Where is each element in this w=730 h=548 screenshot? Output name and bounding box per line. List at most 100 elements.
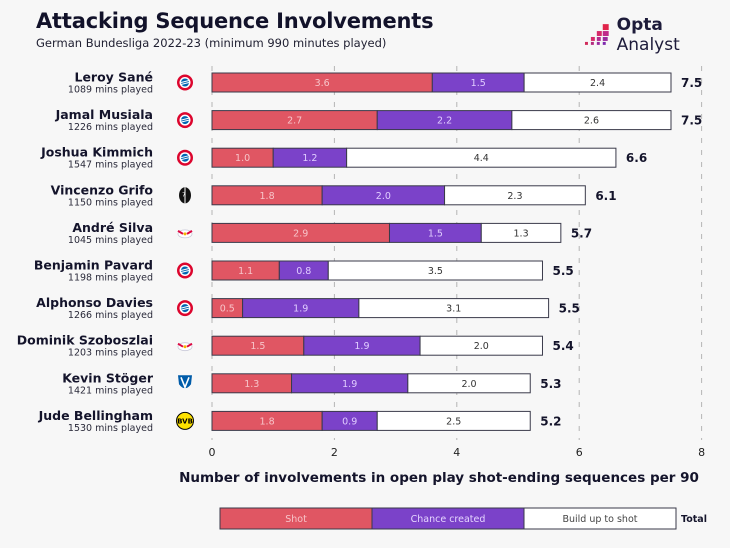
bar-label-build-up: 2.5 xyxy=(446,416,461,427)
bar-label-chance-created: 0.8 xyxy=(296,266,311,277)
svg-text:BVB: BVB xyxy=(177,417,193,425)
bayern-munich-badge-icon xyxy=(177,149,193,166)
total-label: 6.1 xyxy=(595,189,616,203)
player-minutes: 1089 mins played xyxy=(68,85,153,96)
legend-label-shot: Shot xyxy=(285,514,307,525)
bar-label-shot: 2.7 xyxy=(287,116,302,127)
player-minutes: 1530 mins played xyxy=(68,423,153,434)
bayern-munich-badge-icon xyxy=(177,262,193,279)
bayern-munich-badge-icon xyxy=(177,112,193,129)
bar-label-chance-created: 1.5 xyxy=(471,78,486,89)
rb-leipzig-badge-icon xyxy=(177,229,193,239)
bar-label-shot: 1.0 xyxy=(235,153,250,164)
bar-segment-build-up xyxy=(511,110,672,131)
total-label: 5.5 xyxy=(559,302,580,316)
x-tick-label: 6 xyxy=(576,446,583,459)
total-label: 5.4 xyxy=(552,339,573,353)
legend-label-chance-created: Chance created xyxy=(411,514,486,525)
bar-label-shot: 1.5 xyxy=(250,341,265,352)
x-tick-label: 0 xyxy=(209,446,216,459)
bar-label-chance-created: 1.9 xyxy=(342,379,357,390)
legend-label-build-up: Build up to shot xyxy=(562,514,637,525)
bar-label-build-up: 2.0 xyxy=(461,379,476,390)
player-name: André Silva xyxy=(72,220,153,235)
bar-label-chance-created: 2.2 xyxy=(437,116,452,127)
x-axis-label: Number of involvements in open play shot… xyxy=(179,470,699,486)
bar-label-build-up: 2.4 xyxy=(590,78,605,89)
bar-label-build-up: 2.6 xyxy=(584,116,599,127)
bar-label-shot: 1.3 xyxy=(244,379,259,390)
bar-label-build-up: 3.1 xyxy=(446,304,461,315)
player-minutes: 1203 mins played xyxy=(68,348,153,359)
x-tick-label: 2 xyxy=(331,446,338,459)
brand-light: Analyst xyxy=(616,35,680,55)
bar-segment-build-up xyxy=(444,185,586,206)
bar-label-shot: 3.6 xyxy=(315,78,330,89)
bar-label-chance-created: 0.9 xyxy=(342,416,357,427)
player-name: Jude Bellingham xyxy=(38,408,153,423)
bar-label-chance-created: 1.9 xyxy=(293,304,308,315)
bar-segment-build-up xyxy=(419,335,543,356)
bar-label-chance-created: 1.9 xyxy=(354,341,369,352)
bar-segment-build-up xyxy=(480,222,562,243)
bar-segment-build-up xyxy=(358,298,550,319)
legend: Shot Chance created Build up to shot Total xyxy=(219,507,707,530)
bar-label-shot: 1.1 xyxy=(238,266,253,277)
bar-segment-build-up xyxy=(523,72,672,93)
bar-label-shot: 0.5 xyxy=(220,304,235,315)
player-minutes: 1150 mins played xyxy=(68,197,153,208)
bar-segment-build-up xyxy=(327,260,543,281)
player-minutes: 1045 mins played xyxy=(68,235,153,246)
svg-text:7: 7 xyxy=(182,191,186,198)
legend-swatch-build-up xyxy=(523,507,677,530)
total-label: 5.3 xyxy=(540,377,561,391)
bar-label-shot: 2.9 xyxy=(293,228,308,239)
player-name: Kevin Stöger xyxy=(62,370,154,385)
rb-leipzig-badge-icon xyxy=(177,342,193,352)
player-name: Alphonso Davies xyxy=(36,295,153,310)
bar-label-shot: 1.8 xyxy=(260,191,275,202)
chart-subtitle: German Bundesliga 2022-23 (minimum 990 m… xyxy=(36,36,387,50)
legend-total-label: Total xyxy=(681,514,707,525)
player-minutes: 1198 mins played xyxy=(68,273,153,284)
bar-label-build-up: 4.4 xyxy=(474,153,489,164)
chart-title: Attacking Sequence Involvements xyxy=(36,9,434,33)
bochum-badge-icon xyxy=(178,375,192,390)
bar-label-shot: 1.8 xyxy=(260,416,275,427)
opta-analyst-logo: Opta Analyst xyxy=(583,15,730,55)
x-axis-ticks: 0 2 4 6 8 xyxy=(209,446,706,459)
bar-segment-build-up xyxy=(376,410,531,431)
player-name: Leroy Sané xyxy=(74,70,153,85)
bayern-munich-badge-icon xyxy=(177,300,193,317)
total-label: 5.7 xyxy=(571,226,592,240)
bar-label-build-up: 2.3 xyxy=(507,191,522,202)
opta-logo-icon xyxy=(584,24,609,45)
freiburg-badge-icon: 7 xyxy=(179,187,191,204)
bar-label-build-up: 3.5 xyxy=(428,266,443,277)
bar-label-build-up: 2.0 xyxy=(474,341,489,352)
borussia-dortmund-badge-icon: BVB xyxy=(176,411,194,430)
x-tick-label: 8 xyxy=(698,446,705,459)
player-minutes: 1547 mins played xyxy=(68,160,153,171)
brand-name: Opta Analyst xyxy=(617,15,730,55)
bar-label-chance-created: 1.5 xyxy=(428,228,443,239)
player-name: Joshua Kimmich xyxy=(40,145,153,160)
bar-label-chance-created: 1.2 xyxy=(302,153,317,164)
player-name: Vincenzo Grifo xyxy=(51,182,154,197)
player-minutes: 1226 mins played xyxy=(68,122,153,133)
bar-label-chance-created: 2.0 xyxy=(376,191,391,202)
bar-segment-build-up xyxy=(407,373,531,394)
bar-segment-build-up xyxy=(346,147,617,168)
player-name: Dominik Szoboszlai xyxy=(17,333,153,348)
bar-label-build-up: 1.3 xyxy=(514,228,529,239)
